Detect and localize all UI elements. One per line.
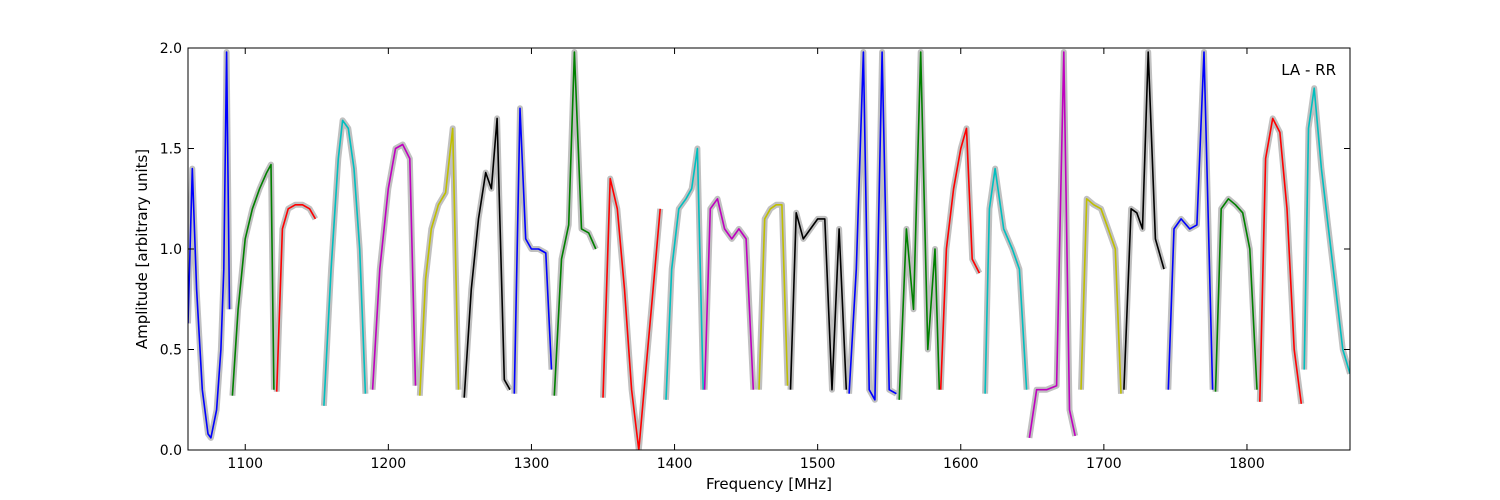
series-segment: [665, 147, 704, 400]
series-segment: [789, 212, 848, 391]
series-segment: [848, 51, 897, 401]
y-tick-label: 1.5: [160, 142, 182, 158]
plot-annotation: LA - RR: [1281, 61, 1336, 79]
series-segment: [939, 127, 981, 390]
x-tick-label: 1600: [943, 456, 979, 472]
x-tick-label: 1200: [371, 456, 407, 472]
y-axis: 0.0 0.5 1.0 1.5 2.0: [160, 41, 1350, 459]
series-segment: [898, 51, 941, 400]
x-tick-label: 1300: [514, 456, 550, 472]
x-tick-label: 1700: [1086, 456, 1122, 472]
x-tick-label: 1400: [657, 456, 693, 472]
series-segment: [703, 198, 755, 390]
series-segment: [419, 127, 460, 396]
y-tick-label: 2.0: [160, 41, 182, 57]
series-layer: [188, 51, 1350, 450]
y-axis-label: Amplitude [arbitrary units]: [133, 149, 151, 349]
series-segment: [188, 51, 231, 439]
series-segment: [275, 204, 317, 392]
series-segment: [984, 167, 1028, 394]
x-axis-label: Frequency [MHz]: [706, 475, 832, 493]
x-tick-label: 1100: [227, 456, 263, 472]
series-segment: [463, 117, 511, 398]
series-segment: [323, 119, 367, 406]
y-tick-label: 0.5: [160, 343, 182, 359]
x-tick-label: 1800: [1229, 456, 1265, 472]
series-segment: [1028, 51, 1076, 439]
y-tick-label: 0.0: [160, 443, 182, 459]
series-segment: [1303, 87, 1350, 374]
series-segment: [553, 51, 597, 396]
series-segment: [371, 143, 417, 390]
series-segment: [1259, 117, 1303, 404]
series-segment: [513, 107, 553, 394]
series-segment: [602, 177, 661, 450]
y-tick-label: 1.0: [160, 242, 182, 258]
series-segment: [1080, 198, 1122, 394]
series-segment: [1123, 51, 1165, 390]
series-segment: [231, 163, 275, 396]
x-axis: 1100 1200 1300 1400 1500 1600 1700 1800: [227, 48, 1265, 472]
series-segment: [1214, 198, 1258, 392]
series-segment: [1167, 51, 1214, 390]
x-tick-label: 1500: [800, 456, 836, 472]
series-segment: [758, 204, 789, 390]
